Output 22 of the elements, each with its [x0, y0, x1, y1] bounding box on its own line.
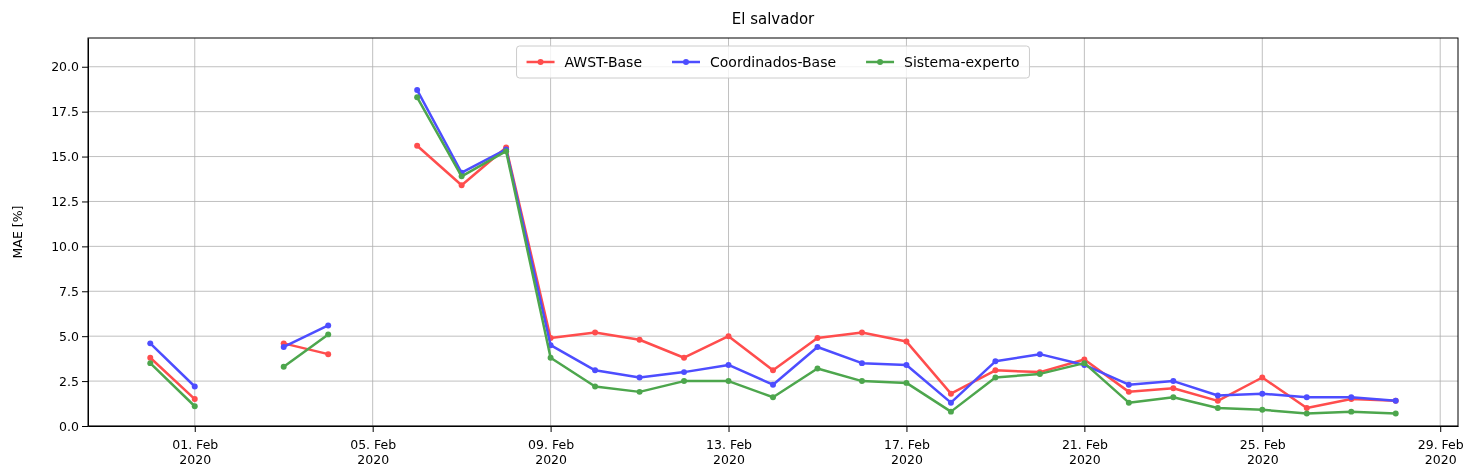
y-tick-label: 7.5 [59, 283, 79, 299]
y-tick-label: 12.5 [51, 193, 79, 209]
x-tick-label: 09. Feb 2020 [528, 437, 575, 468]
x-tick-label: 17. Feb 2020 [883, 437, 930, 468]
y-tick-label: 0.0 [59, 418, 80, 434]
chart-title: El salvador [731, 10, 816, 28]
y-tick-label: 5.0 [59, 328, 80, 344]
legend-label: Sistema-experto [904, 54, 1020, 70]
y-axis-title: MAE [%] [10, 205, 25, 259]
x-tick-label: 13. Feb 2020 [706, 437, 753, 468]
x-tick-label: 01. Feb 2020 [172, 437, 219, 468]
legend-label: AWST-Base [564, 54, 642, 70]
x-tick-label: 21. Feb 2020 [1061, 437, 1108, 468]
y-tick-label: 15.0 [51, 149, 80, 165]
y-tick-label: 2.5 [59, 373, 79, 389]
x-tick-label: 05. Feb 2020 [350, 437, 397, 468]
y-tick-label: 10.0 [51, 238, 80, 254]
x-tick-label: 29. Feb 2020 [1417, 437, 1464, 468]
y-tick-label: 17.5 [51, 104, 79, 120]
y-tick-label: 20.0 [51, 59, 80, 75]
x-tick-label: 25. Feb 2020 [1239, 437, 1286, 468]
legend-label: Coordinados-Base [710, 54, 837, 70]
